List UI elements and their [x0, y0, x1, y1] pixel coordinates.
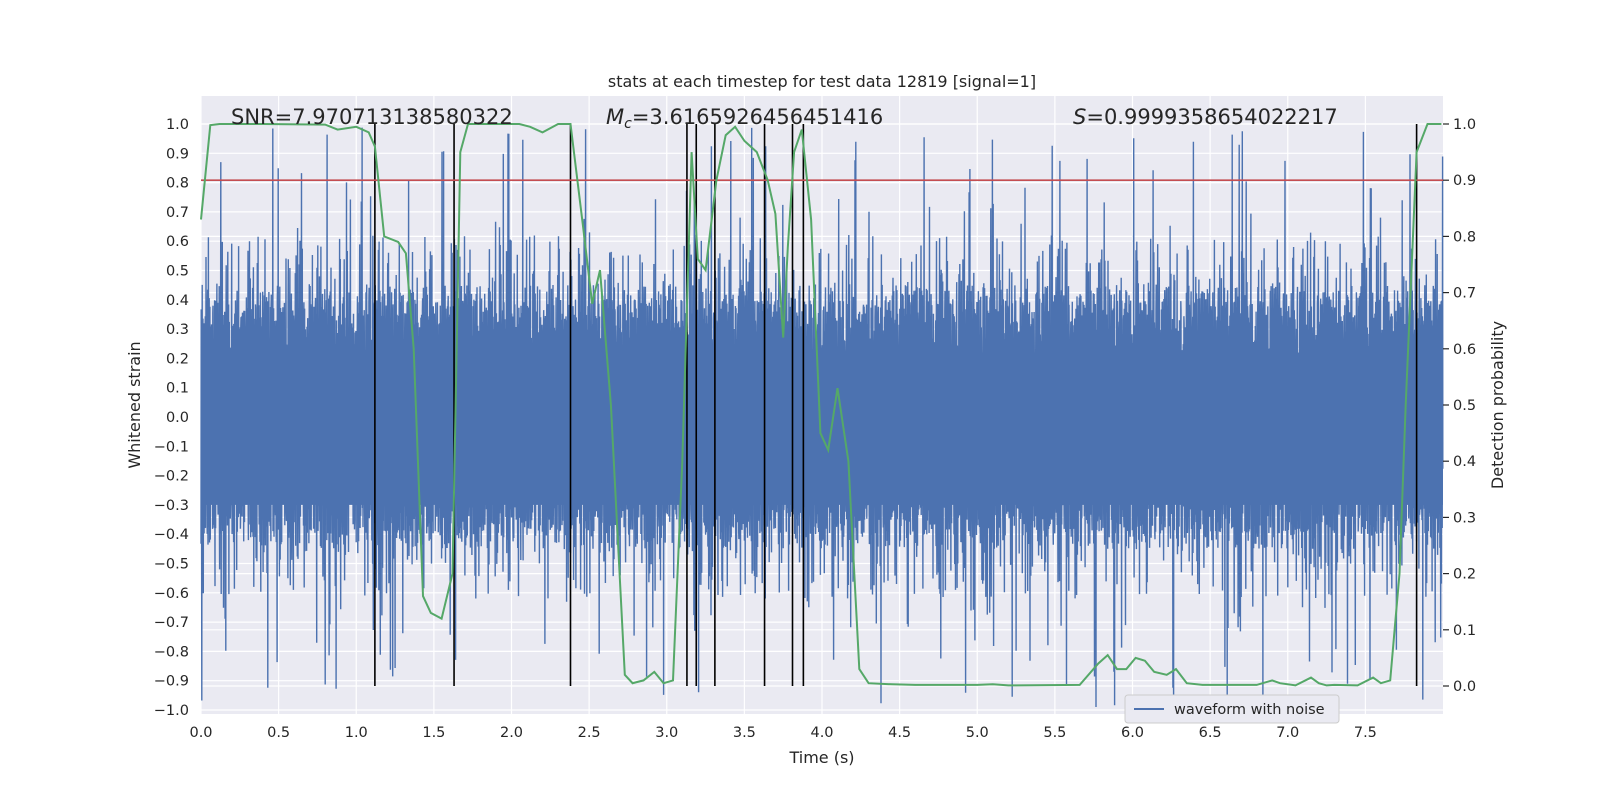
right-y-tick-label: 0.9	[1453, 173, 1476, 189]
x-tick-label: 1.0	[345, 725, 368, 741]
x-tick-label: 0.0	[189, 725, 212, 741]
s-value: =0.9999358654022217	[1086, 105, 1337, 129]
y-tick-label: −0.2	[154, 469, 189, 485]
detection-probability-line	[200, 123, 1442, 687]
x-axis-ticks: 0.0 0.5 1.0 1.5 2.0 2.5 3.0 3.5 4.0 4.5 5.0 5.5 6.0 6…	[189, 725, 1376, 741]
mc-symbol: M	[606, 105, 624, 129]
x-tick-label: 6.0	[1121, 725, 1144, 741]
x-tick-label: 2.5	[578, 725, 601, 741]
legend-box	[1124, 694, 1340, 724]
x-tick-label: 4.5	[888, 725, 911, 741]
s-symbol: S	[1073, 105, 1086, 129]
y-tick-label: 0.8	[166, 176, 189, 192]
y-tick-label: 0.7	[166, 205, 189, 221]
x-tick-label: 7.5	[1354, 725, 1377, 741]
x-tick-label: 5.0	[966, 725, 989, 741]
y-tick-label: −0.4	[154, 527, 189, 543]
x-axis-label: Time (s)	[788, 748, 854, 767]
y-tick-label: −0.5	[154, 557, 189, 573]
right-y-tick-label: 0.0	[1453, 679, 1476, 695]
x-tick-label: 3.0	[655, 725, 678, 741]
y-tick-label: −0.6	[154, 586, 189, 602]
y-tick-label: 0.5	[166, 264, 189, 280]
chirp-mass-annotation: Mc=3.6165926456451416	[606, 105, 883, 132]
y-tick-label: −0.1	[154, 439, 189, 455]
x-tick-label: 0.5	[267, 725, 290, 741]
right-y-tick-label: 1.0	[1453, 117, 1476, 133]
waveform-series	[200, 127, 1444, 708]
x-tick-label: 1.5	[422, 725, 445, 741]
legend: waveform with noise	[1124, 694, 1340, 724]
y-tick-label: 0.6	[166, 234, 189, 250]
right-y-tick-label: 0.4	[1453, 454, 1476, 470]
right-y-tick-label: 0.3	[1453, 510, 1476, 526]
x-tick-label: 2.0	[500, 725, 523, 741]
waveform-dense-core	[201, 352, 1443, 505]
right-y-axis-ticks: 1.0 0.9 0.8 0.7 0.6 0.5 0.4 0.3 0.2 0.1 0.0	[1443, 117, 1476, 695]
y-tick-label: 0.4	[166, 293, 189, 309]
x-tick-label: 4.0	[810, 725, 833, 741]
right-y-tick-label: 0.8	[1453, 229, 1476, 245]
chart-title: stats at each timestep for test data 128…	[608, 72, 1036, 91]
y-tick-label: −0.3	[154, 498, 189, 514]
snr-annotation: SNR=7.970713138580322	[231, 105, 513, 129]
y-tick-label: 0.1	[166, 381, 189, 397]
x-tick-label: 5.5	[1043, 725, 1066, 741]
y-tick-label: −1.0	[154, 703, 189, 719]
legend-label-waveform: waveform with noise	[1174, 702, 1325, 718]
y-tick-label: 0.3	[166, 322, 189, 338]
event-markers	[374, 124, 1418, 686]
y-tick-label: −0.9	[154, 674, 189, 690]
mc-subscript: c	[624, 116, 632, 132]
x-tick-label: 3.5	[733, 725, 756, 741]
y-tick-label: −0.7	[154, 615, 189, 631]
y-tick-label: 0.9	[166, 146, 189, 162]
significance-annotation: S=0.9999358654022217	[1073, 105, 1338, 129]
y-tick-label: −0.8	[154, 644, 189, 660]
right-y-tick-label: 0.7	[1453, 286, 1476, 302]
right-y-tick-label: 0.1	[1453, 623, 1476, 639]
mc-value: =3.6165926456451416	[632, 105, 883, 129]
right-y-tick-label: 0.6	[1453, 342, 1476, 358]
x-tick-label: 7.0	[1276, 725, 1299, 741]
right-y-tick-label: 0.5	[1453, 398, 1476, 414]
right-y-axis-label: Detection probability	[1488, 321, 1507, 489]
y-tick-label: 1.0	[166, 117, 189, 133]
x-tick-label: 6.5	[1199, 725, 1222, 741]
y-tick-label: 0.0	[166, 410, 189, 426]
left-y-axis-ticks: 1.0 0.9 0.8 0.7 0.6 0.5 0.4 0.3 0.2 0.1 0.0 −0.1 −0.…	[154, 117, 189, 719]
y-tick-label: 0.2	[166, 351, 189, 367]
y-axis-label: Whitened strain	[125, 341, 144, 468]
right-y-tick-label: 0.2	[1453, 567, 1476, 583]
